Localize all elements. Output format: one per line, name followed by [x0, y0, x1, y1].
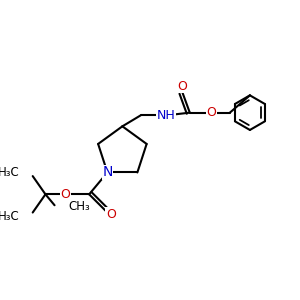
Text: N: N [102, 166, 112, 179]
Text: H₃C: H₃C [0, 210, 20, 223]
Text: O: O [207, 106, 217, 119]
Text: NH: NH [157, 109, 175, 122]
Text: O: O [61, 188, 70, 201]
Text: H₃C: H₃C [0, 166, 20, 179]
Text: O: O [106, 208, 116, 221]
Text: CH₃: CH₃ [68, 200, 90, 213]
Text: O: O [178, 80, 188, 93]
